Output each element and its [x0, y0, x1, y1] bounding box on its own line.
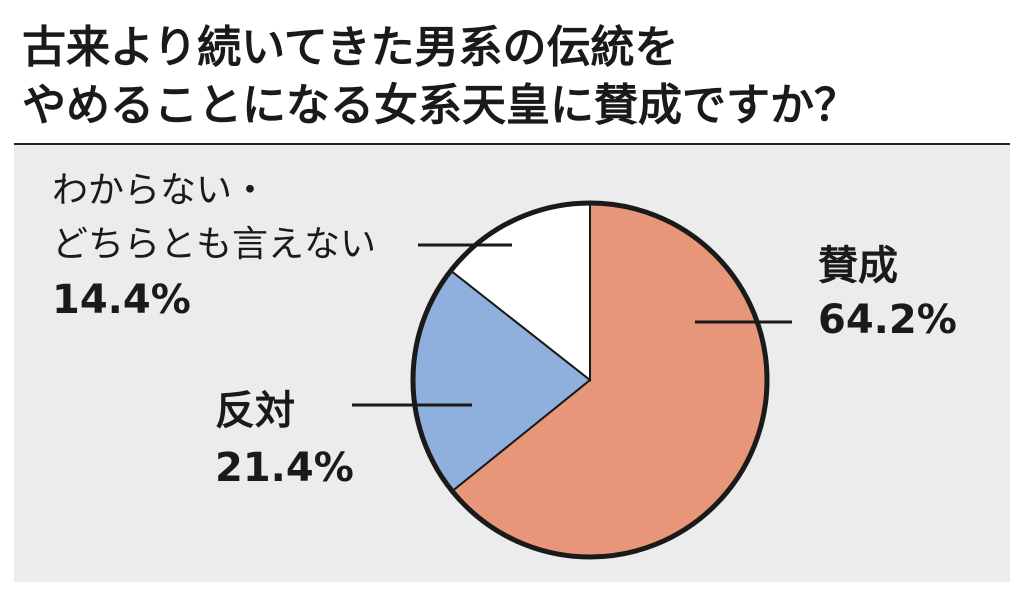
value-label: 64.2%: [818, 297, 957, 343]
category-label: わからない・: [52, 170, 268, 211]
value-label: 14.4%: [52, 277, 191, 323]
value-label: 21.4%: [215, 445, 354, 491]
category-label: どちらとも言えない: [52, 224, 376, 265]
chart-title: 古来より続いてきた男系の伝統を: [22, 22, 678, 73]
chart-title: やめることになる女系天皇に賛成ですか？: [22, 80, 858, 131]
category-label: 反対: [215, 388, 295, 434]
pie-outline: [410, 200, 770, 560]
category-label: 賛成: [818, 243, 898, 289]
